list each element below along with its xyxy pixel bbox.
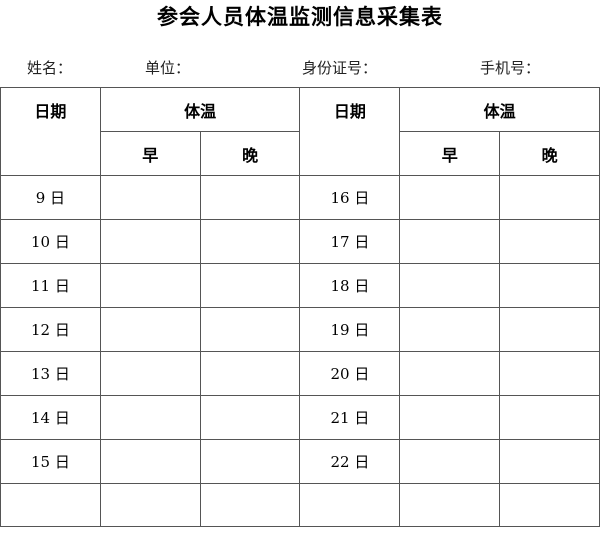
day-cell: 17 日 (299, 219, 401, 264)
evening-temp-cell[interactable] (499, 483, 600, 527)
evening-temp-cell[interactable] (199, 351, 301, 396)
table-row: 14 日 21 日 (0, 395, 600, 440)
morning-temp-cell[interactable] (99, 483, 201, 527)
table-row (0, 483, 600, 527)
morning-temp-cell[interactable] (399, 351, 501, 396)
date-header: 日期 (299, 87, 401, 176)
morning-temp-cell[interactable] (99, 395, 201, 440)
evening-temp-cell[interactable] (499, 307, 600, 352)
date-header: 日期 (0, 87, 101, 176)
evening-header: 晚 (199, 131, 301, 176)
evening-temp-cell[interactable] (499, 439, 600, 484)
evening-temp-cell[interactable] (499, 175, 600, 220)
morning-temp-cell[interactable] (399, 395, 501, 440)
morning-temp-cell[interactable] (99, 263, 201, 308)
evening-temp-cell[interactable] (199, 175, 301, 220)
morning-temp-cell[interactable] (399, 439, 501, 484)
day-cell: 19 日 (299, 307, 401, 352)
table-row: 15 日 22 日 (0, 439, 600, 484)
day-cell: 12 日 (0, 307, 101, 352)
temp-header: 体温 (99, 87, 301, 132)
temp-header: 体温 (399, 87, 600, 132)
evening-temp-cell[interactable] (199, 483, 301, 527)
day-cell: 14 日 (0, 395, 101, 440)
evening-temp-cell[interactable] (499, 263, 600, 308)
morning-header: 早 (99, 131, 201, 176)
morning-temp-cell[interactable] (99, 439, 201, 484)
evening-temp-cell[interactable] (499, 395, 600, 440)
morning-temp-cell[interactable] (99, 175, 201, 220)
day-cell: 22 日 (299, 439, 401, 484)
name-label: 姓名： (27, 59, 73, 77)
day-cell: 11 日 (0, 263, 101, 308)
day-cell: 9 日 (0, 175, 101, 220)
morning-temp-cell[interactable] (399, 307, 501, 352)
id-card-label: 身份证号： (302, 59, 378, 77)
table-row: 13 日 20 日 (0, 351, 600, 396)
table-row: 12 日 19 日 (0, 307, 600, 352)
unit-label: 单位： (145, 59, 191, 77)
evening-temp-cell[interactable] (499, 351, 600, 396)
page-title: 参会人员体温监测信息采集表 (157, 5, 443, 29)
evening-temp-cell[interactable] (199, 307, 301, 352)
morning-temp-cell[interactable] (99, 351, 201, 396)
day-cell: 15 日 (0, 439, 101, 484)
day-cell: 21 日 (299, 395, 401, 440)
info-fields: 姓名： 单位： 身份证号： 手机号： (0, 57, 600, 79)
day-cell (0, 483, 101, 527)
morning-temp-cell[interactable] (99, 307, 201, 352)
evening-temp-cell[interactable] (199, 219, 301, 264)
phone-label: 手机号： (480, 59, 541, 77)
evening-temp-cell[interactable] (199, 439, 301, 484)
day-cell (299, 483, 401, 527)
morning-temp-cell[interactable] (99, 219, 201, 264)
evening-temp-cell[interactable] (499, 219, 600, 264)
day-cell: 16 日 (299, 175, 401, 220)
table-row: 9 日 16 日 (0, 175, 600, 220)
day-cell: 18 日 (299, 263, 401, 308)
morning-temp-cell[interactable] (399, 263, 501, 308)
morning-temp-cell[interactable] (399, 175, 501, 220)
morning-header: 早 (399, 131, 501, 176)
morning-temp-cell[interactable] (399, 483, 501, 527)
morning-temp-cell[interactable] (399, 219, 501, 264)
day-cell: 10 日 (0, 219, 101, 264)
day-cell: 13 日 (0, 351, 101, 396)
table-row: 10 日 17 日 (0, 219, 600, 264)
table-row: 11 日 18 日 (0, 263, 600, 308)
day-cell: 20 日 (299, 351, 401, 396)
evening-temp-cell[interactable] (199, 263, 301, 308)
evening-temp-cell[interactable] (199, 395, 301, 440)
evening-header: 晚 (499, 131, 600, 176)
